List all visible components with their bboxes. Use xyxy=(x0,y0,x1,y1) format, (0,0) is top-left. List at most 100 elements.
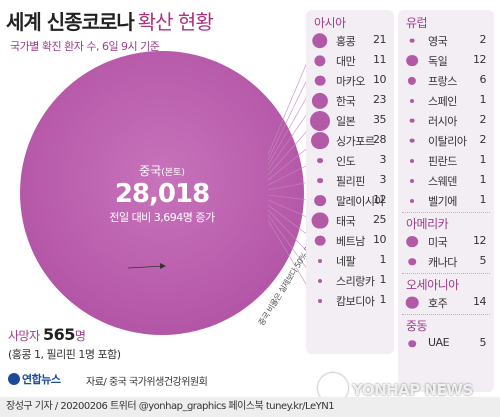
deaths-label: 사망자 565명 xyxy=(8,325,86,344)
country-bubble xyxy=(312,32,328,49)
country-value: 1 xyxy=(479,193,487,206)
country-value: 1 xyxy=(379,273,387,286)
china-increase: 전일 대비 3,694명 증가 xyxy=(109,211,215,224)
country-bubble xyxy=(317,157,323,164)
country-row: 독일 12 xyxy=(398,51,494,70)
country-bubble xyxy=(410,158,414,163)
country-value: 5 xyxy=(479,254,487,267)
logo-icon xyxy=(8,373,20,385)
country-bubble xyxy=(318,278,322,283)
country-value: 14 xyxy=(473,295,487,308)
country-name: 필리핀 xyxy=(336,175,365,188)
china-label: 중국(본토) 28,018 전일 대비 3,694명 증가 xyxy=(62,162,262,225)
country-bubble xyxy=(409,38,415,43)
country-bubble xyxy=(408,339,416,348)
country-value: 3 xyxy=(379,173,387,186)
country-row: 인도 3 xyxy=(306,151,394,170)
deaths-note: (홍콩 1, 필리핀 1명 포함) xyxy=(8,348,121,361)
country-bubble xyxy=(317,177,323,184)
country-value: 10 xyxy=(373,233,387,246)
country-bubble xyxy=(314,235,326,246)
country-row: 캐나다 5 xyxy=(398,252,494,271)
country-name: 캐나다 xyxy=(428,256,457,269)
country-row: 필리핀 3 xyxy=(306,171,394,190)
country-row: 벨기에 1 xyxy=(398,191,494,210)
country-name: 프랑스 xyxy=(428,75,457,88)
title-main: 세계 신종코로나 xyxy=(6,10,135,34)
country-row: 한국 23 xyxy=(306,91,394,110)
country-value: 5 xyxy=(479,336,487,349)
country-bubble xyxy=(405,296,419,309)
country-bubble xyxy=(318,258,322,263)
country-bubble xyxy=(311,92,329,109)
country-name: 러시아 xyxy=(428,115,457,128)
region-title: 오세아니아 xyxy=(406,278,459,292)
country-name: 마카오 xyxy=(336,75,365,88)
country-name: 대만 xyxy=(336,55,356,68)
country-row: UAE 5 xyxy=(398,334,494,353)
yonhap-logo: 연합뉴스 xyxy=(8,371,61,387)
region-title: 아시아 xyxy=(314,16,346,30)
country-name: 인도 xyxy=(336,155,356,168)
country-name: 싱가포르 xyxy=(336,135,375,148)
country-row: 홍콩 21 xyxy=(306,31,394,50)
region-divider xyxy=(402,212,490,213)
country-row: 프랑스 6 xyxy=(398,71,494,90)
country-value: 10 xyxy=(373,73,387,86)
country-value: 1 xyxy=(479,93,487,106)
country-name: 벨기에 xyxy=(428,195,457,208)
country-bubble xyxy=(409,138,415,143)
china-name: 중국 xyxy=(139,164,162,178)
country-row: 캄보디아 1 xyxy=(306,291,394,310)
china-name-note: (본토) xyxy=(161,168,185,178)
country-row: 말레이시아 12 xyxy=(306,191,394,210)
country-value: 1 xyxy=(379,293,387,306)
country-name: 한국 xyxy=(336,95,356,108)
country-bubble xyxy=(311,131,329,150)
country-value: 1 xyxy=(479,173,487,186)
country-bubble xyxy=(410,178,414,183)
country-value: 2 xyxy=(479,33,487,46)
country-row: 일본 35 xyxy=(306,110,394,131)
region-title: 유럽 xyxy=(406,16,428,30)
country-name: 캄보디아 xyxy=(336,295,375,308)
country-bubble xyxy=(314,75,326,86)
country-value: 3 xyxy=(379,153,387,166)
deaths-title: 사망자 xyxy=(8,329,40,343)
country-bubble xyxy=(408,257,416,266)
country-bubble xyxy=(311,212,329,229)
country-row: 스리랑카 1 xyxy=(306,271,394,290)
region-title: 아메리카 xyxy=(406,217,449,231)
country-value: 12 xyxy=(473,234,487,247)
country-bubble xyxy=(318,298,322,303)
arrow-head xyxy=(160,263,166,269)
country-name: 스리랑카 xyxy=(336,275,375,288)
page-title: 세계 신종코로나 확산 현황 xyxy=(6,6,214,35)
country-value: 11 xyxy=(373,53,387,66)
country-value: 2 xyxy=(479,133,487,146)
country-value: 1 xyxy=(479,153,487,166)
country-bubble xyxy=(406,54,418,67)
country-name: 호주 xyxy=(428,297,448,310)
country-value: 12 xyxy=(473,53,487,66)
country-row: 마카오 10 xyxy=(306,71,394,90)
country-bubble xyxy=(407,76,417,85)
footer-credit: 장성구 기자 / 20200206 트위터 @yonhap_graphics 페… xyxy=(0,397,500,417)
country-name: 베트남 xyxy=(336,235,365,248)
country-row: 러시아 2 xyxy=(398,111,494,130)
country-value: 1 xyxy=(379,253,387,266)
country-name: 이탈리아 xyxy=(428,135,467,148)
watermark-text: YONHAP NEWS xyxy=(352,381,473,399)
country-row: 이탈리아 2 xyxy=(398,131,494,150)
china-total: 28,018 xyxy=(114,179,210,209)
title-sub: 확산 현황 xyxy=(137,10,214,34)
country-name: 말레이시아 xyxy=(336,195,385,208)
country-bubble xyxy=(409,118,415,123)
country-value: 12 xyxy=(373,193,387,206)
country-row: 스웨덴 1 xyxy=(398,171,494,190)
region-title: 중동 xyxy=(406,319,428,333)
country-bubble xyxy=(406,235,418,248)
country-row: 핀란드 1 xyxy=(398,151,494,170)
country-name: UAE xyxy=(428,336,450,349)
country-row: 태국 25 xyxy=(306,211,394,230)
